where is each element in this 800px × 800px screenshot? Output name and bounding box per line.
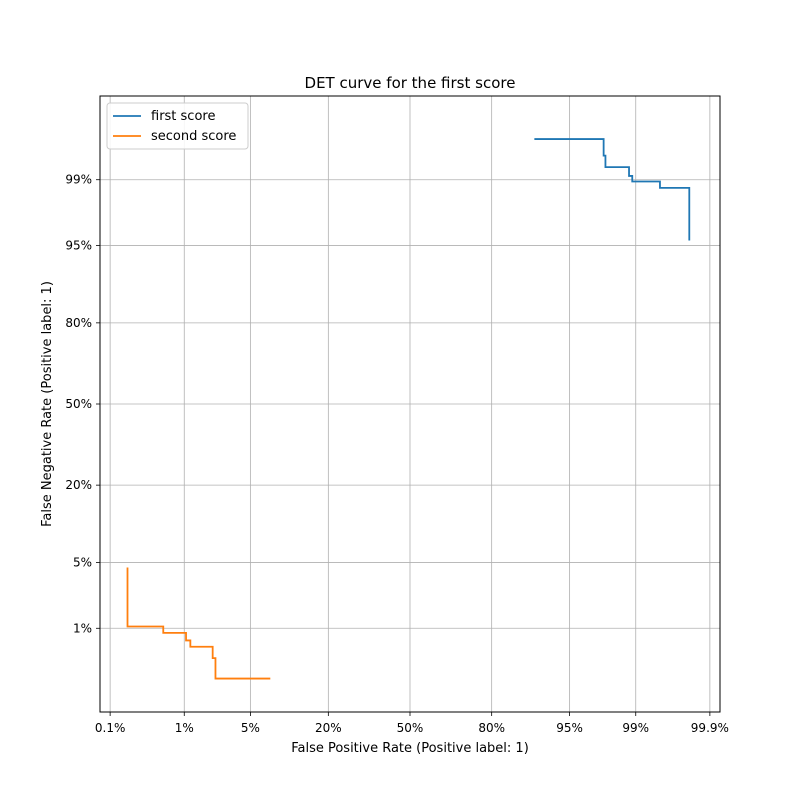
legend-box <box>106 102 249 150</box>
series-group <box>126 138 691 680</box>
series-line-2 <box>126 567 271 680</box>
y-tick-label: 80% <box>65 316 92 330</box>
grid-lines <box>100 96 720 712</box>
x-tick-label: 20% <box>315 721 342 735</box>
series-line-1 <box>534 138 691 241</box>
x-tick-label: 95% <box>556 721 583 735</box>
y-axis-label: False Negative Rate (Positive label: 1) <box>40 281 55 527</box>
legend: first score second score <box>106 102 249 150</box>
x-tick-label: 99.9% <box>691 721 729 735</box>
legend-label-2: second score <box>151 129 236 144</box>
x-tick-label: 1% <box>175 721 194 735</box>
x-axis-label: False Positive Rate (Positive label: 1) <box>291 741 529 756</box>
chart-title: DET curve for the first score <box>305 74 516 92</box>
legend-label-1: first score <box>151 109 215 124</box>
x-tick-label: 5% <box>241 721 260 735</box>
x-tick-label: 50% <box>397 721 424 735</box>
y-axis-ticks: 1% 5% 20% 50% 80% 95% 99% <box>65 173 100 635</box>
y-tick-label: 50% <box>65 397 92 411</box>
y-tick-label: 1% <box>73 621 92 635</box>
x-tick-label: 99% <box>622 721 649 735</box>
y-tick-label: 5% <box>73 556 92 570</box>
x-axis-ticks: 0.1% 1% 5% 20% 50% 80% 95% 99% 99.9% <box>95 712 729 735</box>
y-tick-label: 95% <box>65 238 92 252</box>
x-tick-label: 80% <box>478 721 505 735</box>
x-tick-label: 0.1% <box>95 721 126 735</box>
y-tick-label: 20% <box>65 478 92 492</box>
y-tick-label: 99% <box>65 173 92 187</box>
